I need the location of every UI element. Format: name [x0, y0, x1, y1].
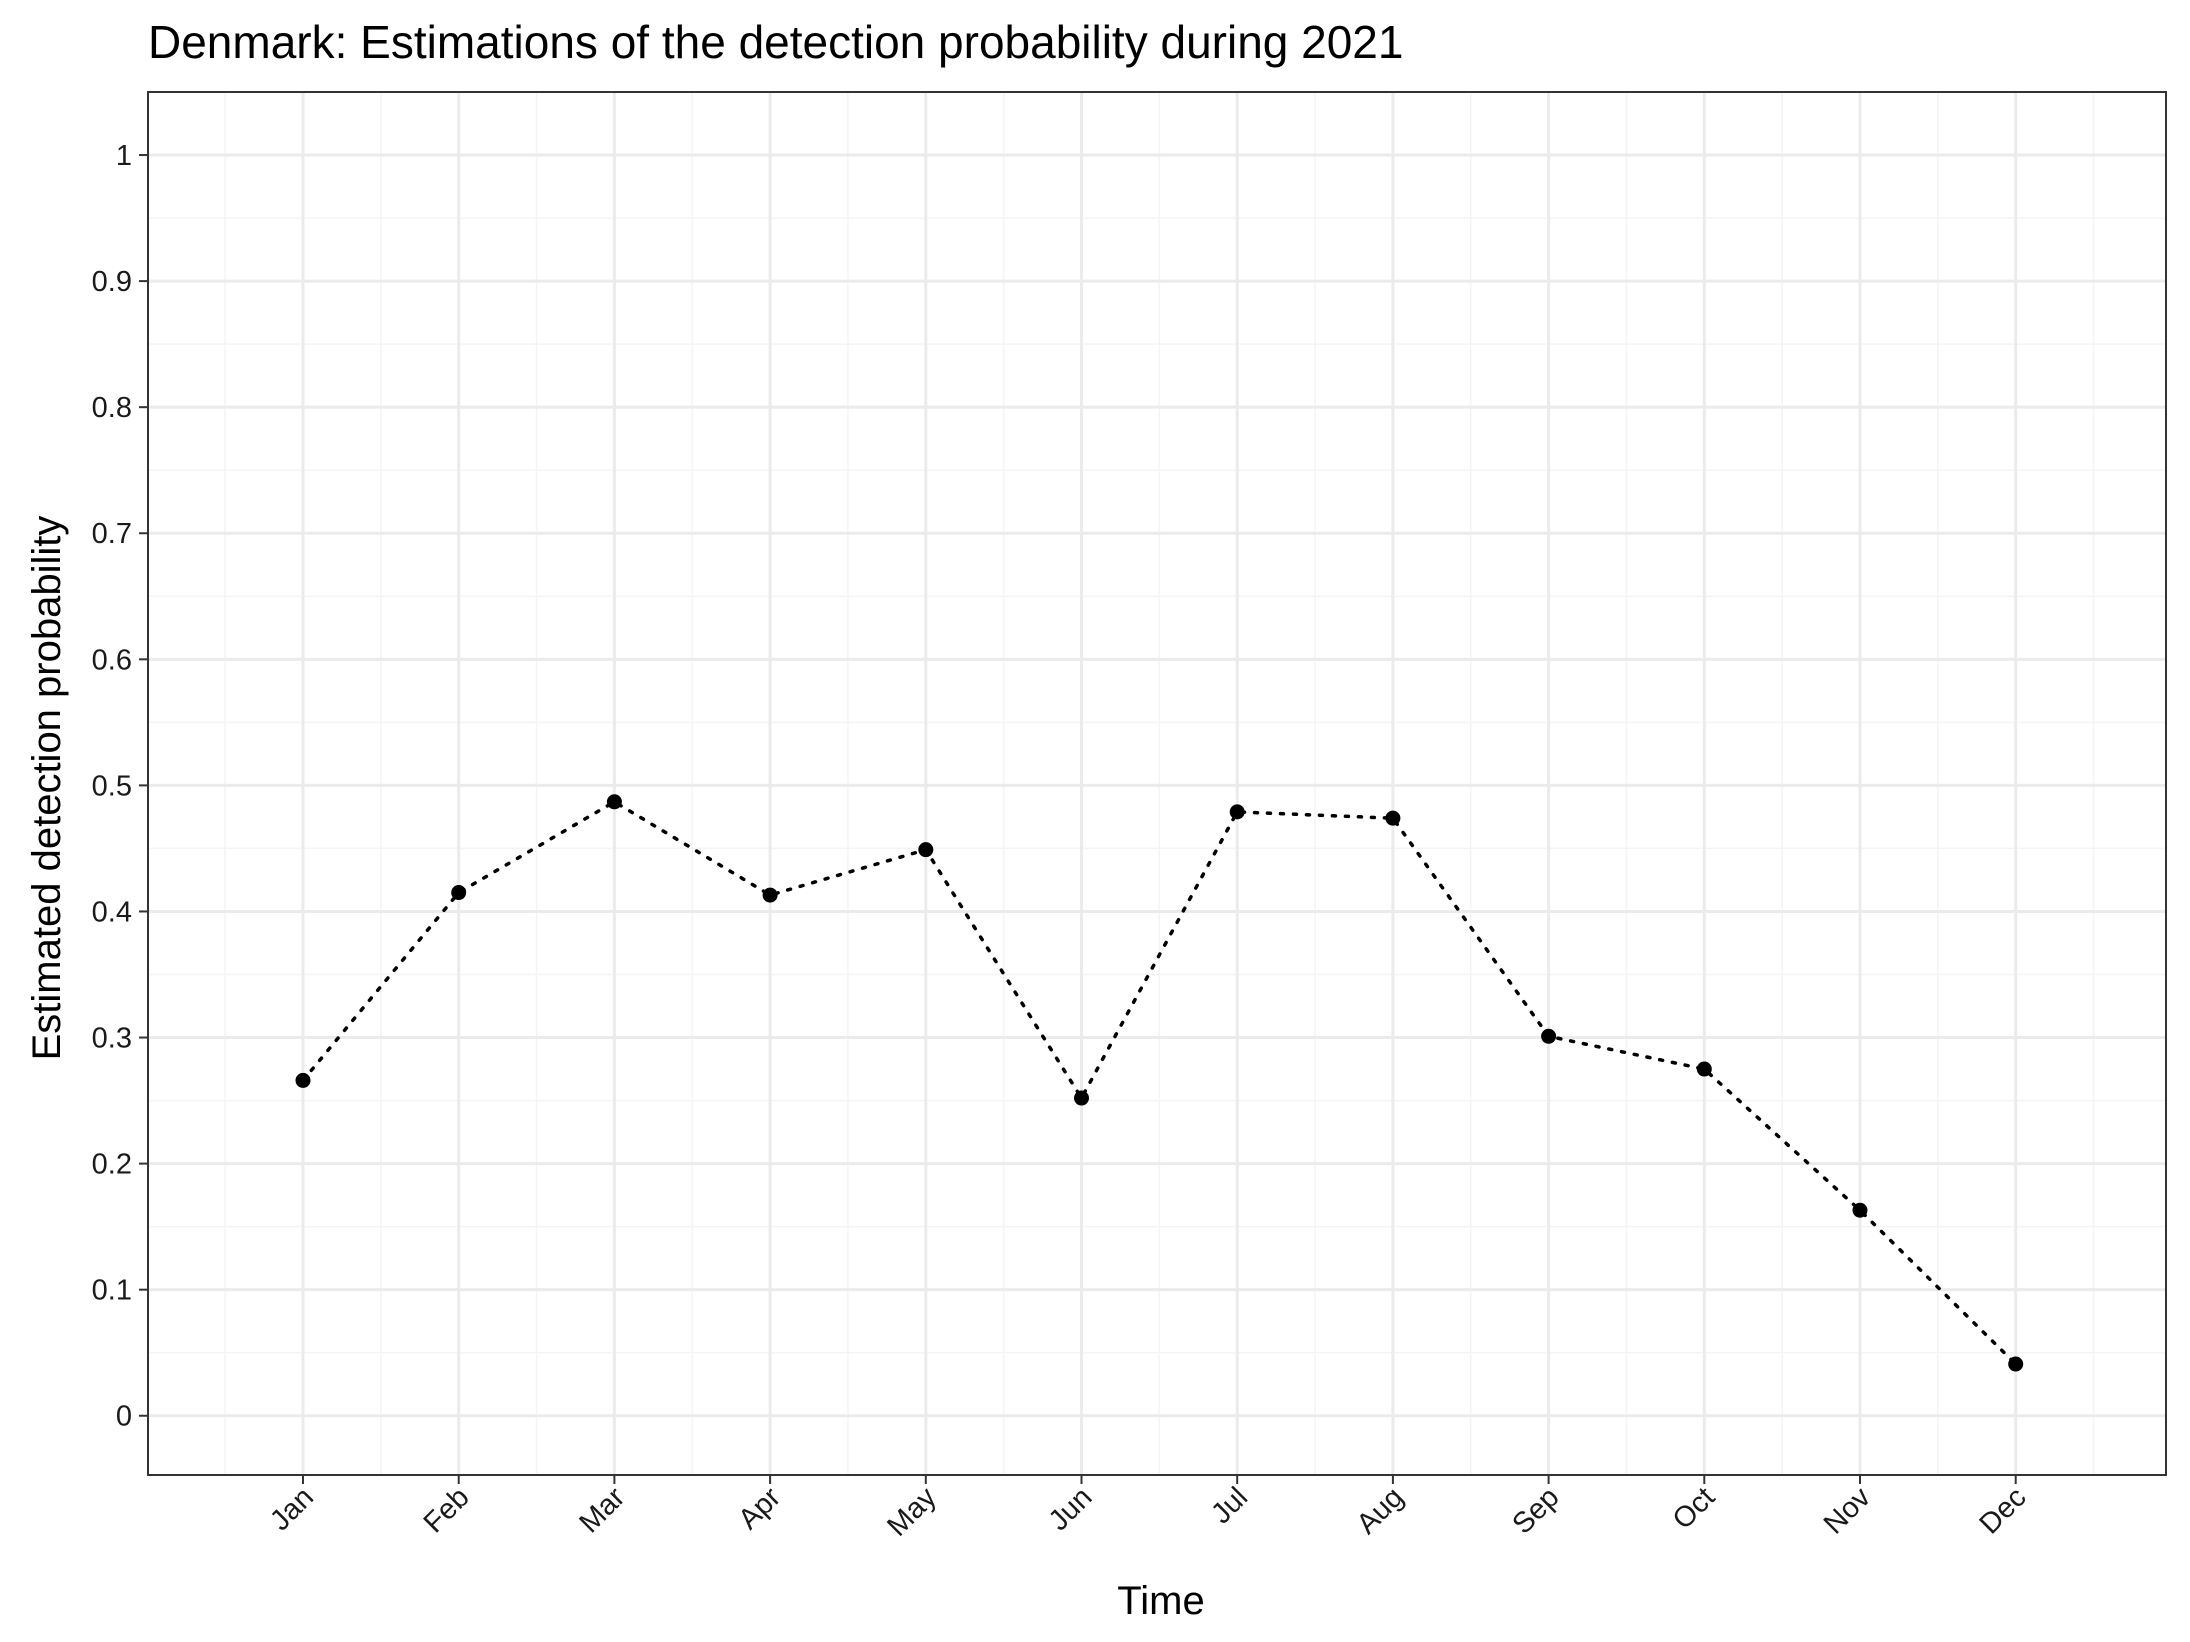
- plot-panel-border: [147, 91, 2167, 1476]
- data-point: [1385, 810, 1401, 826]
- y-axis: 0 0.1 0.2 0.3 0.4 0.5 0.6 0.7 0.8 0.9 1: [92, 140, 148, 1433]
- data-point: [1852, 1202, 1868, 1218]
- y-tick-label: 0.9: [92, 266, 132, 298]
- data-point: [1696, 1061, 1712, 1077]
- data-point: [1229, 804, 1245, 820]
- data-point: [2008, 1356, 2024, 1372]
- minor-gridlines: [148, 92, 2166, 1475]
- data-point: [1074, 1090, 1089, 1106]
- major-gridlines: [148, 92, 2166, 1475]
- y-tick-label: 0.5: [92, 770, 132, 802]
- y-tick-label: 0.1: [92, 1275, 132, 1307]
- data-point: [451, 885, 467, 901]
- chart-title: Denmark: Estimations of the detection pr…: [148, 16, 1403, 68]
- y-tick-label: 1: [116, 140, 132, 172]
- y-tick-label: 0: [116, 1401, 132, 1433]
- y-axis-title: Estimated detection probability: [25, 516, 69, 1061]
- data-point: [606, 794, 622, 810]
- y-tick-label: 0.3: [92, 1023, 132, 1055]
- data-point: [762, 887, 778, 903]
- y-tick-label: 0.4: [92, 896, 132, 928]
- data-point: [918, 842, 934, 858]
- x-axis-title: Time: [1117, 1579, 1204, 1623]
- y-tick-label: 0.7: [92, 518, 132, 550]
- y-tick-label: 0.6: [92, 644, 132, 676]
- series-line: [301, 799, 2018, 1366]
- series-layer: [295, 794, 2024, 1372]
- y-tick-label: 0.8: [92, 392, 132, 424]
- y-tick-label: 0.2: [92, 1149, 132, 1181]
- data-point: [1541, 1028, 1557, 1044]
- data-point: [295, 1072, 311, 1088]
